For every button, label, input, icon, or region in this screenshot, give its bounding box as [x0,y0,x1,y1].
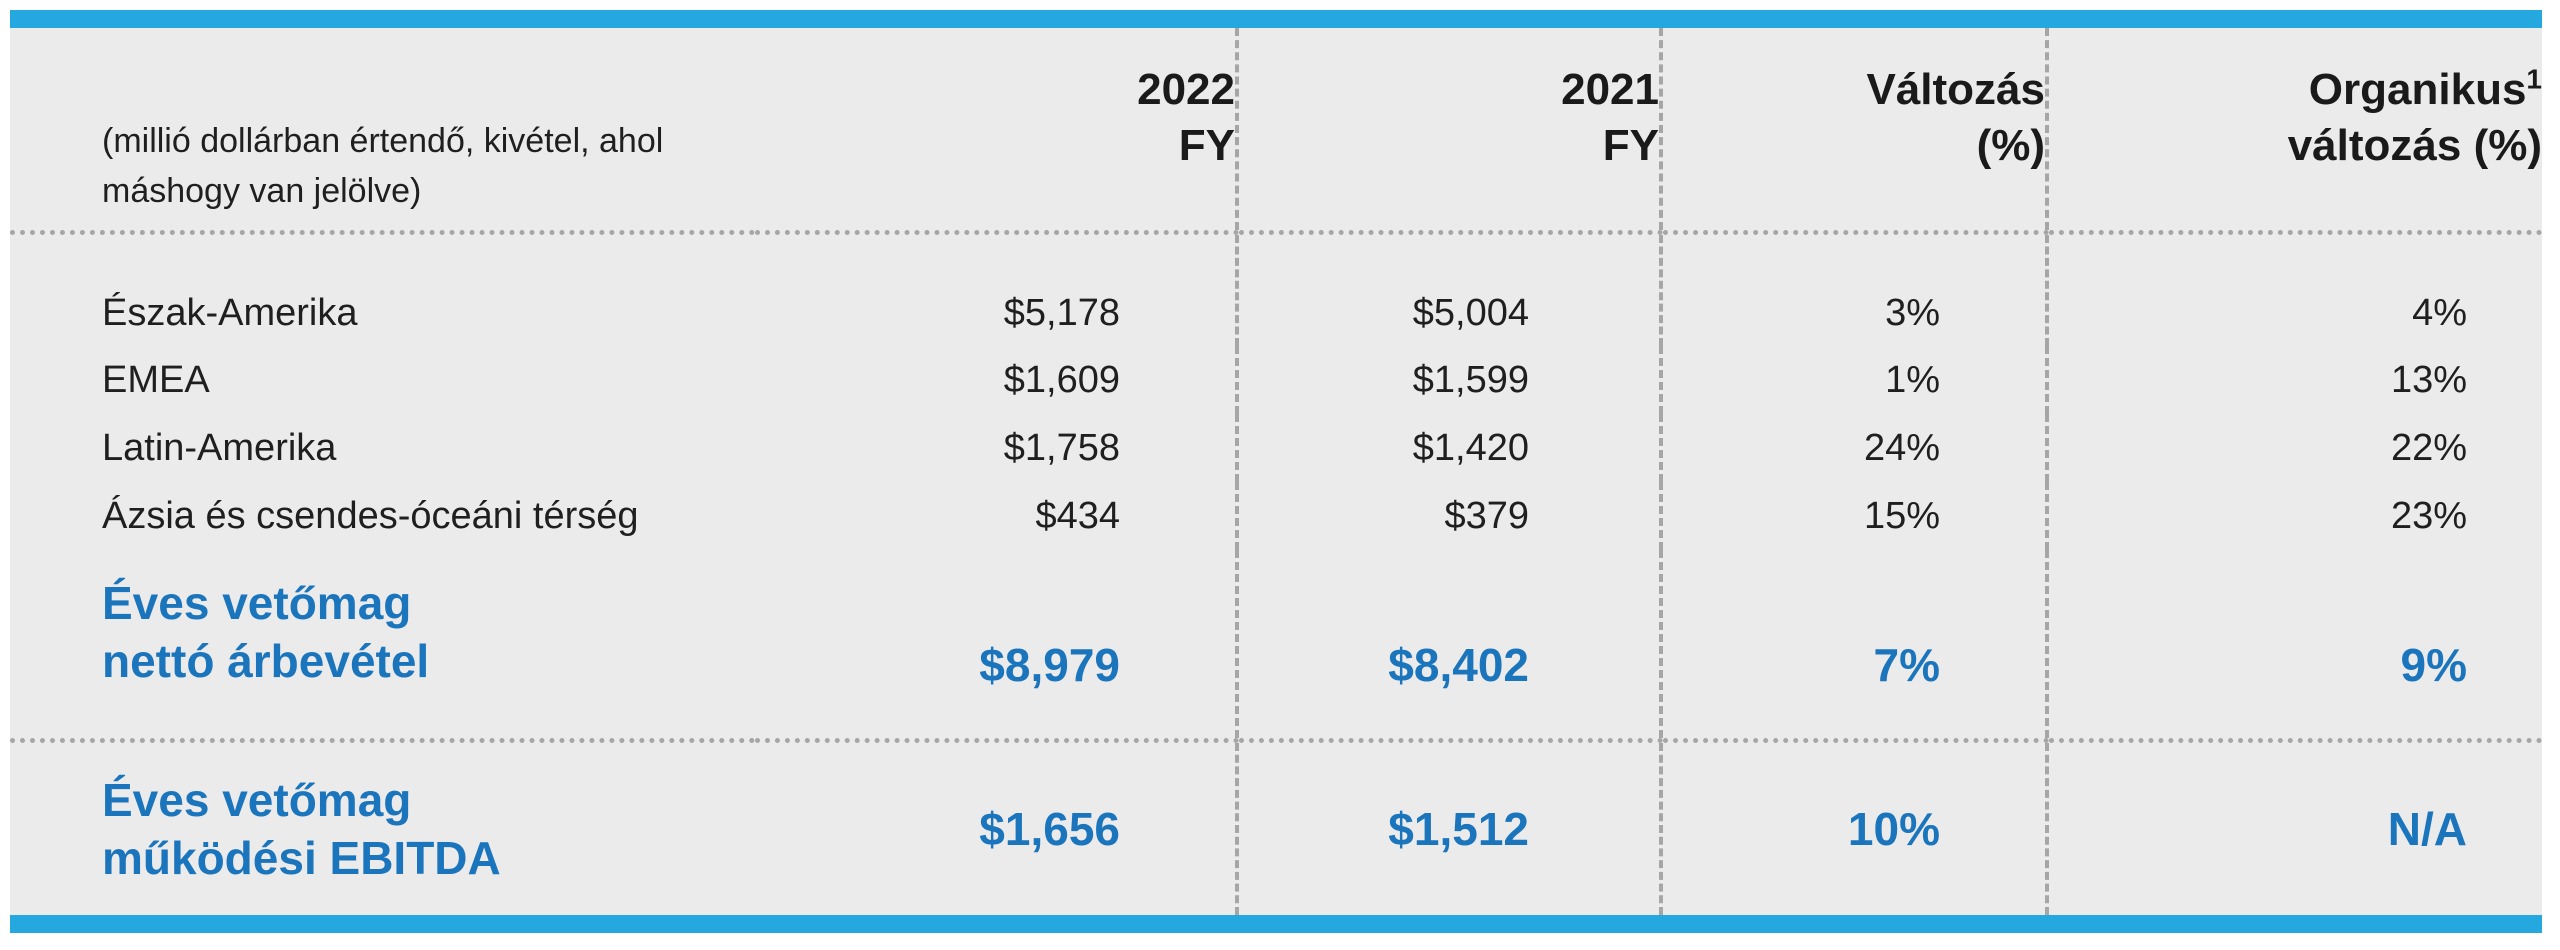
total-label-line1: Éves vetőmag [102,773,412,826]
units-note-line2: máshogy van jelölve) [102,171,422,210]
total-label-line2: nettó árbevétel [102,635,430,687]
header-2022-fy: FY [1178,120,1235,170]
results-table-panel: (millió dollárban értendő, kivétel, ahol… [10,10,2542,933]
table-row-north-america: Észak-Amerika $5,178 $5,004 3% 4% [10,232,2542,346]
value-2021: $5,004 [1237,232,1663,346]
units-note: (millió dollárban értendő, kivétel, ahol… [10,28,755,235]
total-value-2021: $1,512 [1237,740,1663,915]
total-label-line2: működési EBITDA [102,831,501,884]
value-change: 15% [1661,482,2049,550]
total-value-change: 10% [1661,740,2049,915]
header-organic-word: Organikus [2308,64,2527,114]
total-value-2022: $8,979 [755,550,1239,743]
value-organic-change: 22% [2390,426,2467,469]
value-change: 24% [1661,414,2049,482]
column-header-organic-change-pct: Organikus1 változás (%) [2047,28,2542,235]
value-organic-change: 4% [2412,291,2467,334]
table-row-emea: EMEA $1,609 $1,599 1% 13% [10,346,2542,414]
region-label: EMEA [102,358,210,401]
column-header-2021-fy: 2021 FY [1237,28,1663,235]
total-value-2022: $1,656 [755,740,1239,915]
value-change: 1% [1661,346,2049,414]
value-2021: $1,420 [1237,414,1663,482]
value-2021: $1,599 [1237,346,1663,414]
total-label-operating-ebitda: Éves vetőmag működési EBITDA [10,740,755,915]
total-value-2021: $8,402 [1237,550,1663,743]
value-2022: $434 [755,482,1239,550]
header-change-label: Változás [1866,64,2045,114]
units-note-line1: (millió dollárban értendő, kivétel, ahol [102,121,664,160]
value-organic-change: 23% [2390,494,2467,537]
total-value-change: 7% [1661,550,2049,743]
value-2021: $379 [1237,482,1663,550]
value-organic-change: 13% [2390,358,2467,401]
region-label: Ázsia és csendes-óceáni térség [102,494,639,537]
header-2021-fy: FY [1602,120,1659,170]
total-label-line1: Éves vetőmag [102,577,412,629]
table-row-annual-seed-net-sales: Éves vetőmag nettó árbevétel $8,979 $8,4… [10,550,2542,743]
header-organic-unit: változás (%) [2287,120,2542,170]
column-header-change-pct: Változás (%) [1661,28,2049,235]
value-2022: $5,178 [755,232,1239,346]
column-header-2022-fy: 2022 FY [755,28,1239,235]
region-label: Latin-Amerika [102,426,337,469]
table-row-annual-seed-operating-ebitda: Éves vetőmag működési EBITDA $1,656 $1,5… [10,740,2542,915]
header-change-unit: (%) [1976,120,2045,170]
region-label: Észak-Amerika [102,291,358,334]
header-2022-year: 2022 [1137,64,1235,114]
table-row-latin-america: Latin-Amerika $1,758 $1,420 24% 22% [10,414,2542,482]
footnote-marker: 1 [2526,62,2542,94]
value-change: 3% [1661,232,2049,346]
table-row-asia-pacific: Ázsia és csendes-óceáni térség $434 $379… [10,482,2542,550]
total-value-organic-change: N/A [2387,802,2467,855]
regional-results-table: (millió dollárban értendő, kivétel, ahol… [10,28,2542,915]
total-label-net-sales: Éves vetőmag nettó árbevétel [10,550,755,743]
value-2022: $1,609 [755,346,1239,414]
header-organic-label: Organikus1 [2049,62,2542,118]
table-header-row: (millió dollárban értendő, kivétel, ahol… [10,28,2542,235]
header-2021-year: 2021 [1561,64,1659,114]
value-2022: $1,758 [755,414,1239,482]
total-value-organic-change: 9% [2047,550,2542,743]
